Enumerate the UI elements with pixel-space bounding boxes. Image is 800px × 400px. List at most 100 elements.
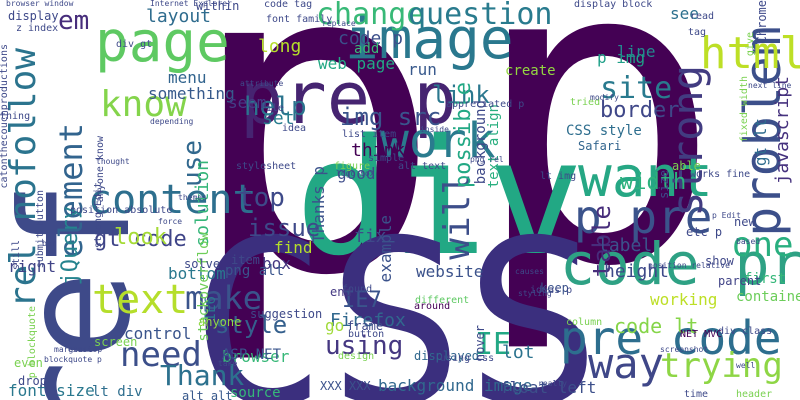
cloud-word: within [196, 0, 240, 13]
cloud-word: time [684, 389, 709, 400]
cloud-word: IE7 [342, 288, 382, 313]
cloud-word: working [650, 290, 718, 309]
cloud-word: tag [688, 27, 707, 38]
cloud-word: list item [342, 129, 397, 140]
cloud-word: attribute [240, 79, 284, 88]
cloud-word: seem [228, 93, 267, 112]
cloud-word: link [432, 81, 490, 109]
cloud-word: screen [94, 335, 138, 349]
cloud-word: position relative [648, 261, 730, 270]
cloud-word: pre code [560, 311, 782, 365]
cloud-word: p Edit [712, 211, 741, 220]
cloud-word: screenshot [660, 345, 709, 354]
cloud-word: CSS [190, 191, 602, 400]
cloud-word: read [690, 11, 715, 22]
cloud-word: CSS style [566, 123, 642, 139]
cloud-word: Thanks p [309, 166, 328, 244]
cloud-word: drop [18, 374, 47, 388]
cloud-word: fix [354, 226, 387, 247]
cloud-word: text [92, 277, 189, 323]
cloud-word: html [700, 28, 800, 79]
cloud-word: display block [574, 0, 653, 10]
cloud-word: long [258, 36, 302, 57]
cloud-word: display [8, 9, 59, 23]
cloud-word: able [672, 159, 701, 173]
cloud-word: inside [420, 125, 449, 134]
cloud-word: button [348, 329, 385, 340]
cloud-word: example [376, 215, 395, 283]
cloud-word: position absolute [70, 205, 173, 216]
cloud-word: lot [502, 342, 535, 363]
cloud-word: find [274, 238, 313, 257]
cloud-word: line [617, 42, 656, 61]
cloud-word: end [330, 285, 352, 299]
cloud-word: blockquote p [44, 355, 102, 364]
cloud-word: image [345, 7, 514, 72]
cloud-word: even [14, 356, 43, 370]
cloud-word: go [325, 316, 345, 335]
cloud-word: frame [347, 319, 384, 333]
cloud-word: div gt [116, 39, 153, 50]
cloud-word: item [231, 253, 260, 267]
cloud-word: first [744, 271, 787, 287]
cloud-word: submit button [35, 190, 46, 269]
cloud-word: header [736, 389, 773, 400]
cloud-word: p img [597, 48, 646, 67]
cloud-word: gt code [94, 227, 187, 252]
cloud-word: file [260, 103, 285, 114]
cloud-word: IE [475, 327, 512, 362]
cloud-word: solve [184, 257, 221, 271]
cloud-word: change [316, 0, 425, 32]
cloud-word: set [262, 108, 295, 129]
cloud-word: styling [518, 289, 552, 298]
cloud-word: menu [168, 68, 207, 87]
cloud-word: know [100, 84, 187, 125]
cloud-word: stylesheet [236, 161, 297, 172]
cloud-word: modify [590, 93, 619, 102]
cloud-word: themes [178, 193, 207, 202]
cloud-word: em [58, 6, 90, 36]
cloud-word: border [600, 98, 680, 123]
cloud-word: font family [266, 14, 333, 25]
cloud-word: div [295, 104, 584, 291]
cloud-word: height [604, 261, 670, 282]
cloud-word: tried [570, 97, 601, 108]
cloud-word: XXX XXX [320, 379, 371, 393]
cloud-word: top [238, 183, 285, 213]
cloud-word: look [114, 225, 167, 250]
cloud-word: logo box [336, 169, 375, 178]
cloud-word: browser [222, 347, 290, 366]
cloud-word: next line [748, 81, 792, 90]
cloud-word: suggestion [250, 307, 323, 321]
cloud-word: exist [68, 345, 93, 354]
cloud-word: bottom [168, 264, 226, 283]
cloud-word: box [262, 254, 291, 273]
cloud-word: bar [42, 239, 57, 248]
cloud-word: take [218, 359, 238, 368]
cloud-word: based [736, 237, 761, 246]
cloud-word: keep [540, 281, 569, 295]
cloud-word: lt img [540, 171, 577, 182]
cloud-word: trying [660, 346, 783, 386]
cloud-word: way [588, 339, 664, 388]
cloud-word: using css [440, 353, 495, 364]
cloud-word: etc p [686, 225, 723, 239]
cloud-word: want [578, 145, 713, 210]
cloud-word: code p [338, 28, 404, 49]
cloud-word: found [342, 284, 373, 295]
cloud-word: thing [0, 111, 31, 122]
cloud-word: p [470, 0, 723, 359]
cloud-word: depending [150, 117, 194, 126]
cloud-word: alt alt [182, 389, 233, 400]
cloud-word: thought [96, 157, 130, 166]
cloud-word: Chrome [755, 0, 769, 44]
cloud-word: NET MVC [680, 329, 723, 340]
cloud-word: figure [334, 161, 371, 172]
cloud-word: width [620, 170, 687, 195]
cloud-word: anyone know [95, 136, 106, 203]
cloud-word: float left [500, 378, 597, 397]
cloud-word: web page [318, 54, 396, 73]
cloud-word: label [598, 235, 653, 256]
cloud-word: ideas p [530, 285, 573, 296]
